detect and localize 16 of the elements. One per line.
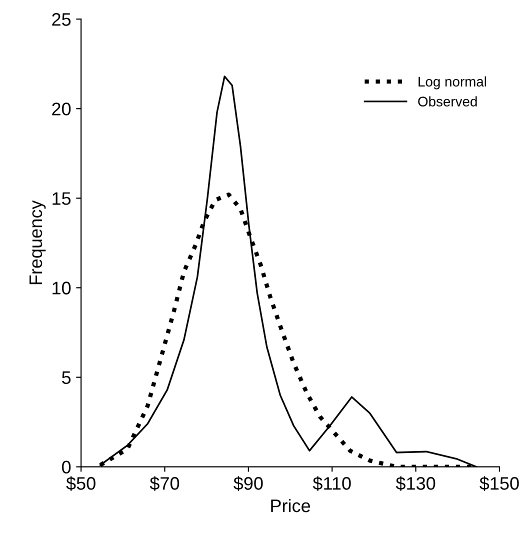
x-tick-label: $130 [396, 476, 436, 491]
y-tick-label: 10 [52, 282, 71, 294]
y-tick-label: 15 [52, 192, 71, 205]
x-tick-label: $90 [234, 476, 263, 491]
y-tick-label: 5 [62, 371, 71, 384]
y-tick-label: 20 [52, 102, 71, 116]
legend-label: Log normal [418, 76, 486, 90]
y-tick-label: 0 [62, 460, 71, 474]
x-tick-label: $110 [312, 476, 351, 491]
x-tick-label: $150 [480, 476, 519, 491]
x-axis-title: Price [271, 498, 310, 512]
y-tick-label: 25 [52, 13, 71, 26]
legend-label: Observed [418, 96, 477, 106]
y-axis-title: Frequency [30, 200, 46, 284]
x-tick-label: $50 [66, 476, 96, 491]
x-tick-label: $70 [150, 476, 180, 491]
